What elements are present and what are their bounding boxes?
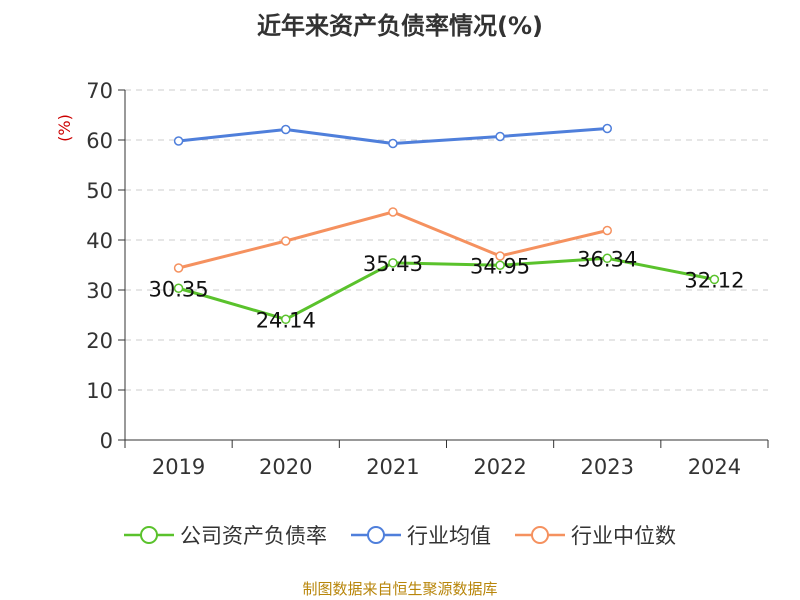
legend-swatch-icon xyxy=(515,526,565,544)
series-lines xyxy=(173,123,720,325)
data-point xyxy=(602,225,612,236)
y-tick-label: 30 xyxy=(86,279,113,303)
legend: 公司资产负债率 行业均值 行业中位数 xyxy=(0,520,800,550)
x-tick-label: 2023 xyxy=(581,455,634,479)
x-tick-label: 2019 xyxy=(152,455,205,479)
legend-item[interactable]: 公司资产负债率 xyxy=(124,520,327,550)
data-point xyxy=(173,136,184,146)
y-tick-label: 50 xyxy=(86,179,113,203)
chart-title: 近年来资产负债率情况(%) xyxy=(257,12,543,40)
legend-swatch-icon xyxy=(124,526,174,544)
y-axis-unit-label: (%) xyxy=(55,114,74,142)
data-label: 35.43 xyxy=(363,252,423,276)
y-tick-label: 40 xyxy=(86,229,113,253)
data-label: 24.14 xyxy=(256,308,316,332)
data-point xyxy=(495,251,505,261)
data-point xyxy=(495,131,505,142)
y-tick-label: 60 xyxy=(86,129,113,153)
data-point xyxy=(281,124,291,135)
data-point xyxy=(602,123,612,134)
data-point xyxy=(709,274,720,285)
series-line xyxy=(178,256,715,321)
x-tick-label: 2024 xyxy=(688,455,741,479)
legend-item[interactable]: 行业均值 xyxy=(351,520,491,550)
data-labels: 30.35 24.14 35.43 34.95 36.34 32.12 xyxy=(149,247,745,332)
x-tick-label: 2020 xyxy=(259,455,312,479)
legend-label: 行业均值 xyxy=(407,524,491,548)
x-tick-label: 2022 xyxy=(473,455,526,479)
data-point xyxy=(388,138,398,149)
data-point xyxy=(495,260,505,270)
data-point xyxy=(388,258,398,268)
legend-label: 公司资产负债率 xyxy=(180,524,327,548)
data-point xyxy=(602,253,612,264)
data-point xyxy=(281,236,291,246)
legend-item[interactable]: 行业中位数 xyxy=(515,520,676,550)
data-label: 30.35 xyxy=(149,277,209,301)
data-label: 32.12 xyxy=(684,268,744,292)
y-tick-label: 20 xyxy=(86,329,113,353)
data-point xyxy=(388,207,398,217)
x-tick-label: 2021 xyxy=(366,455,419,479)
data-label: 36.34 xyxy=(577,247,637,271)
source-note: 制图数据来自恒生聚源数据库 xyxy=(302,580,498,598)
legend-label: 行业中位数 xyxy=(571,524,676,548)
y-tick-label: 10 xyxy=(86,379,113,403)
data-point xyxy=(281,314,291,325)
data-label: 34.95 xyxy=(470,254,530,278)
y-tick-label: 70 xyxy=(86,79,113,103)
data-point xyxy=(173,263,184,273)
data-point xyxy=(173,283,184,293)
axes: 0 10 20 30 40 50 60 70 2019 2020 2021 2022 2023 2024 xyxy=(86,79,769,479)
y-tick-label: 0 xyxy=(100,429,113,453)
legend-swatch-icon xyxy=(351,526,401,544)
